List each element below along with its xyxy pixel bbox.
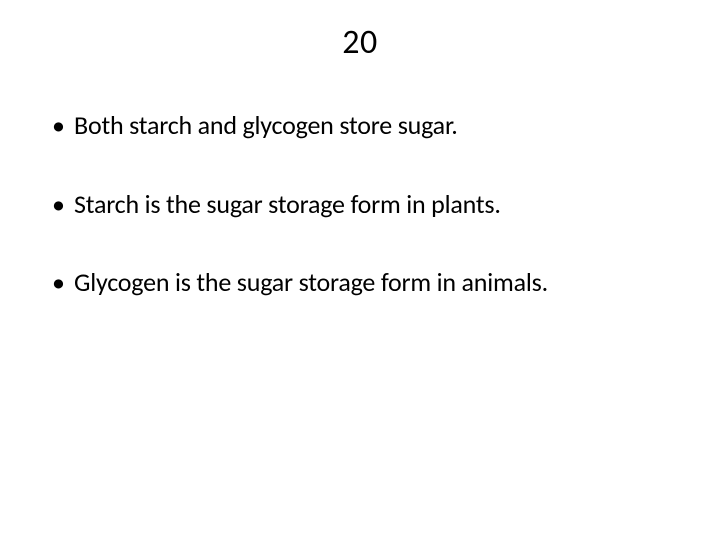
list-item: Glycogen is the sugar storage form in an… [48, 266, 672, 299]
bullet-list: Both starch and glycogen store sugar. St… [48, 109, 672, 299]
slide: 20 Both starch and glycogen store sugar.… [0, 0, 720, 540]
list-item: Both starch and glycogen store sugar. [48, 109, 672, 142]
slide-title: 20 [48, 22, 672, 63]
list-item: Starch is the sugar storage form in plan… [48, 188, 672, 221]
